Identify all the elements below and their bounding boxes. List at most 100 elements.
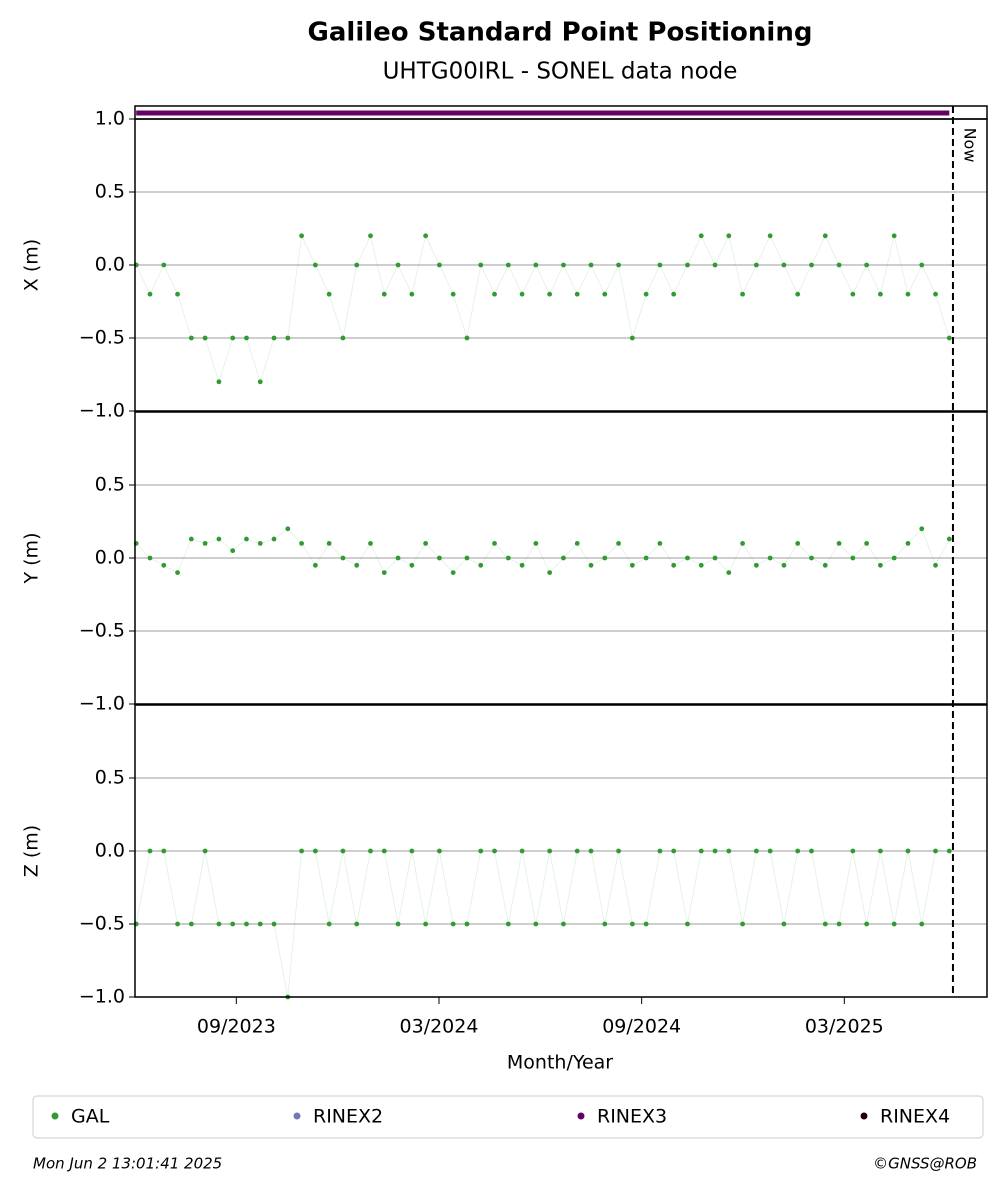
data-point (767, 555, 773, 561)
data-point (464, 555, 470, 561)
data-point (822, 921, 828, 927)
data-point (602, 921, 608, 927)
legend-label: RINEX2 (313, 1106, 383, 1128)
y-tick-label: 0.5 (95, 181, 125, 203)
legend-marker (293, 1112, 301, 1120)
data-point (712, 848, 718, 854)
data-point (354, 562, 360, 568)
data-point (740, 921, 745, 927)
data-point (905, 848, 911, 854)
data-point (850, 848, 856, 854)
y-axis-label: Z (m) (21, 825, 43, 877)
data-point (202, 541, 208, 546)
data-point (809, 262, 814, 268)
data-point (478, 562, 484, 568)
legend-marker (51, 1112, 59, 1120)
data-point (616, 541, 621, 546)
data-point (216, 379, 222, 385)
data-point (188, 921, 194, 927)
legend-marker (860, 1112, 868, 1120)
data-point (175, 570, 180, 575)
x-tick-label: 09/2024 (602, 1016, 681, 1038)
footer-date: Mon Jun 2 13:01:41 2025 (33, 1155, 222, 1173)
data-point (244, 335, 249, 341)
data-point (216, 536, 222, 542)
data-point (326, 921, 332, 927)
data-point (726, 848, 732, 854)
data-point (519, 291, 525, 297)
data-point (450, 570, 456, 575)
data-point (643, 921, 649, 927)
data-point (354, 921, 360, 927)
data-point (326, 541, 332, 546)
data-point (629, 562, 635, 568)
data-point (395, 921, 401, 927)
data-point (726, 233, 732, 239)
data-point (671, 848, 677, 854)
data-point (257, 541, 263, 546)
data-point (809, 555, 814, 561)
data-point (877, 562, 883, 568)
data-point (781, 562, 787, 568)
data-point (244, 921, 249, 927)
data-point (533, 262, 539, 268)
data-point (340, 555, 346, 561)
data-point (257, 379, 263, 385)
data-point (161, 562, 167, 568)
data-point (698, 233, 704, 239)
data-point (836, 262, 842, 268)
data-point (767, 848, 773, 854)
data-point (657, 848, 663, 854)
panel-frame (134, 704, 988, 998)
y-tick-label: −0.5 (79, 327, 125, 349)
data-point (437, 555, 442, 561)
legend-label: RINEX4 (880, 1106, 950, 1128)
x-tick-label: 03/2025 (805, 1016, 884, 1038)
legend-label: GAL (71, 1106, 110, 1128)
data-point (712, 262, 718, 268)
data-point (271, 921, 277, 927)
data-point (505, 555, 511, 561)
data-point (299, 848, 304, 854)
data-point (492, 541, 497, 546)
data-point (326, 291, 332, 297)
y-tick-label: −1.0 (79, 693, 125, 715)
y-tick-label: 0.0 (95, 547, 125, 569)
legend-label: RINEX3 (597, 1106, 667, 1128)
y-tick-label: 0.0 (95, 254, 125, 276)
data-point (574, 848, 580, 854)
data-point (230, 548, 236, 554)
data-point (795, 291, 801, 297)
data-point (850, 291, 856, 297)
data-point (450, 291, 456, 297)
data-point (933, 562, 938, 568)
data-point (588, 848, 594, 854)
panel-frame (134, 118, 988, 412)
data-point (368, 541, 373, 546)
chart-title: Galileo Standard Point Positioning (308, 18, 813, 48)
data-point (409, 848, 415, 854)
footer-credit: ©GNSS@ROB (873, 1155, 977, 1173)
y-tick-label: 0.5 (95, 767, 125, 789)
data-point (795, 541, 801, 546)
y-tick-label: −0.5 (79, 620, 125, 642)
data-point (188, 536, 194, 542)
data-point (726, 570, 732, 575)
data-point (478, 262, 484, 268)
data-point (588, 562, 594, 568)
data-point (188, 335, 194, 341)
data-point (561, 921, 566, 927)
data-point (767, 233, 773, 239)
data-point (533, 921, 539, 927)
data-point (698, 848, 704, 854)
data-point (919, 921, 925, 927)
panel-frame (134, 411, 988, 705)
data-point (216, 921, 222, 927)
data-point (836, 541, 842, 546)
y-axis-label: X (m) (21, 239, 43, 291)
data-point (368, 848, 373, 854)
data-point (616, 848, 621, 854)
legend-box (32, 1095, 984, 1139)
data-point (822, 233, 828, 239)
